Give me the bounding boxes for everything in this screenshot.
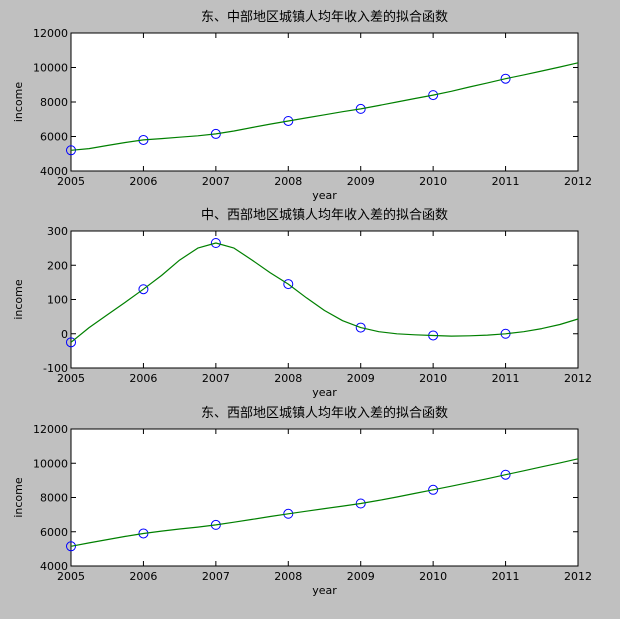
y-tick-label: 4000 (40, 165, 68, 178)
y-tick-label: 12000 (33, 423, 68, 436)
fit-line-3 (70, 458, 579, 547)
data-point-marker (428, 90, 439, 101)
fit-line-1 (70, 62, 579, 151)
data-point-marker (138, 284, 149, 295)
data-point-marker (355, 103, 366, 114)
data-point-marker (283, 115, 294, 126)
x-tick-label: 2006 (129, 372, 157, 385)
data-point-marker (500, 73, 511, 84)
x-tick-label: 2011 (492, 570, 520, 583)
axes-1 (70, 32, 579, 172)
axes-3 (70, 428, 579, 567)
y-tick-label: -100 (43, 362, 68, 375)
x-tick-label: 2007 (202, 175, 230, 188)
y-tick-label: 10000 (33, 457, 68, 470)
chart-title-3: 东、西部地区城镇人均年收入差的拟合函数 (201, 405, 448, 421)
x-axis-label-1: year (312, 189, 337, 202)
data-point-marker (500, 469, 511, 480)
data-point-marker (283, 279, 294, 290)
x-tick-label: 2010 (419, 175, 447, 188)
data-point-marker (210, 237, 221, 248)
y-tick-label: 8000 (40, 492, 68, 505)
axes-2 (70, 230, 579, 369)
x-tick-label: 2005 (57, 175, 85, 188)
x-tick-label: 2006 (129, 175, 157, 188)
chart-title-2: 中、西部地区城镇人均年收入差的拟合函数 (201, 207, 448, 223)
x-tick-label: 2009 (347, 570, 375, 583)
x-tick-label: 2012 (564, 372, 592, 385)
x-tick-label: 2008 (274, 372, 302, 385)
x-tick-label: 2011 (492, 175, 520, 188)
y-axis-label-3: income (12, 477, 25, 518)
y-tick-label: 10000 (33, 62, 68, 75)
y-tick-label: 6000 (40, 131, 68, 144)
x-tick-label: 2010 (419, 570, 447, 583)
y-tick-label: 12000 (33, 27, 68, 40)
x-tick-label: 2005 (57, 372, 85, 385)
x-tick-label: 2008 (274, 175, 302, 188)
x-axis-label-2: year (312, 386, 337, 399)
y-tick-label: 4000 (40, 560, 68, 573)
x-axis-label-3: year (312, 584, 337, 597)
fit-line-2 (70, 242, 579, 343)
x-tick-label: 2012 (564, 175, 592, 188)
y-tick-label: 100 (47, 294, 68, 307)
data-point-marker (283, 508, 294, 519)
x-tick-label: 2007 (202, 372, 230, 385)
data-point-marker (66, 541, 76, 552)
chart-title-1: 东、中部地区城镇人均年收入差的拟合函数 (201, 9, 448, 25)
data-point-marker (355, 322, 366, 333)
y-axis-label-2: income (12, 279, 25, 320)
data-point-marker (428, 484, 439, 495)
x-tick-label: 2012 (564, 570, 592, 583)
data-point-marker (355, 498, 366, 509)
x-tick-label: 2009 (347, 175, 375, 188)
x-tick-label: 2007 (202, 570, 230, 583)
x-tick-label: 2006 (129, 570, 157, 583)
y-tick-label: 200 (47, 259, 68, 272)
y-axis-label-1: income (12, 82, 25, 123)
y-tick-label: 0 (61, 328, 68, 341)
x-tick-label: 2010 (419, 372, 447, 385)
x-tick-label: 2008 (274, 570, 302, 583)
x-tick-label: 2009 (347, 372, 375, 385)
y-tick-label: 8000 (40, 96, 68, 109)
y-tick-label: 6000 (40, 526, 68, 539)
y-tick-label: 300 (47, 225, 68, 238)
x-tick-label: 2011 (492, 372, 520, 385)
x-tick-label: 2005 (57, 570, 85, 583)
data-point-marker (66, 337, 76, 348)
